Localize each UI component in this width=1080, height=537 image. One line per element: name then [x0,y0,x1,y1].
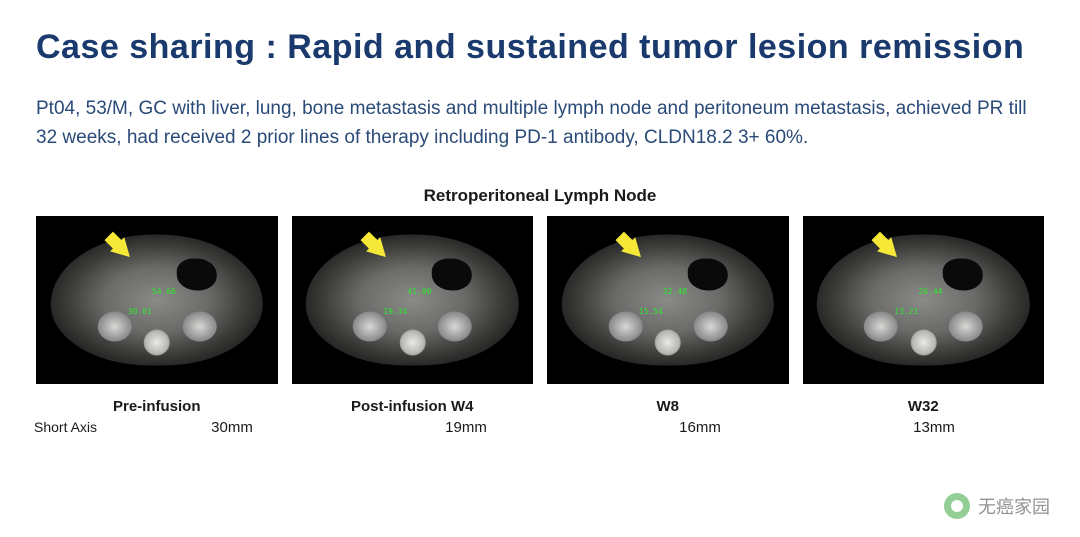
ct-spine-shape [144,329,170,355]
timepoint-label: W32 [908,398,939,415]
ct-body-shape [561,234,774,365]
ct-kidney-shape [608,312,642,342]
ct-dark-region [432,258,472,290]
timepoint-label: W8 [657,398,680,415]
ct-kidney-shape [864,312,898,342]
watermark: 无癌家园 [944,493,1050,519]
ct-dark-region [943,258,983,290]
slide-title: Case sharing : Rapid and sustained tumor… [36,28,1044,67]
measurement-overlay: 32.48 [663,287,687,296]
scan-cell: 54.66 30.01 Pre-infusion [36,216,278,415]
case-description: Pt04, 53/M, GC with liver, lung, bone me… [36,95,1044,152]
ct-kidney-shape [693,312,727,342]
short-axis-value: 30mm [122,419,342,436]
scan-cell: 26.44 13.21 W32 [803,216,1045,415]
section-header: Retroperitoneal Lymph Node [36,186,1044,206]
ct-scan-image: 32.48 15.54 [547,216,789,384]
measurement-overlay: 15.54 [639,307,663,316]
ct-spine-shape [910,329,936,355]
watermark-text: 无癌家园 [978,493,1050,519]
measurement-overlay: 13.21 [894,307,918,316]
watermark-logo-icon [944,493,970,519]
ct-kidney-shape [353,312,387,342]
measurement-row: Short Axis 30mm 19mm 16mm 13mm [36,419,1044,436]
ct-kidney-shape [97,312,131,342]
ct-dark-region [176,258,216,290]
ct-scan-image: 54.66 30.01 [36,216,278,384]
timepoint-label: Pre-infusion [113,398,201,415]
short-axis-value: 13mm [824,419,1044,436]
scan-cell: 32.48 15.54 W8 [547,216,789,415]
axis-label: Short Axis [34,419,108,435]
ct-spine-shape [655,329,681,355]
ct-dark-region [687,258,727,290]
measurement-overlay: 41.00 [407,287,431,296]
ct-scan-image: 41.00 19.34 [292,216,534,384]
ct-scan-image: 26.44 13.21 [803,216,1045,384]
short-axis-value: 16mm [590,419,810,436]
measurement-overlay: 30.01 [128,307,152,316]
timepoint-label: Post-infusion W4 [351,398,474,415]
ct-kidney-shape [182,312,216,342]
ct-body-shape [306,234,519,365]
measurement-overlay: 54.66 [152,287,176,296]
measurement-overlay: 26.44 [918,287,942,296]
scan-cell: 41.00 19.34 Post-infusion W4 [292,216,534,415]
scan-row: 54.66 30.01 Pre-infusion 41.00 19.34 Pos… [36,216,1044,415]
measurement-overlay: 19.34 [383,307,407,316]
ct-body-shape [50,234,263,365]
ct-spine-shape [399,329,425,355]
short-axis-value: 19mm [356,419,576,436]
ct-kidney-shape [438,312,472,342]
ct-kidney-shape [949,312,983,342]
ct-body-shape [817,234,1030,365]
axis-values: 30mm 19mm 16mm 13mm [122,419,1044,436]
